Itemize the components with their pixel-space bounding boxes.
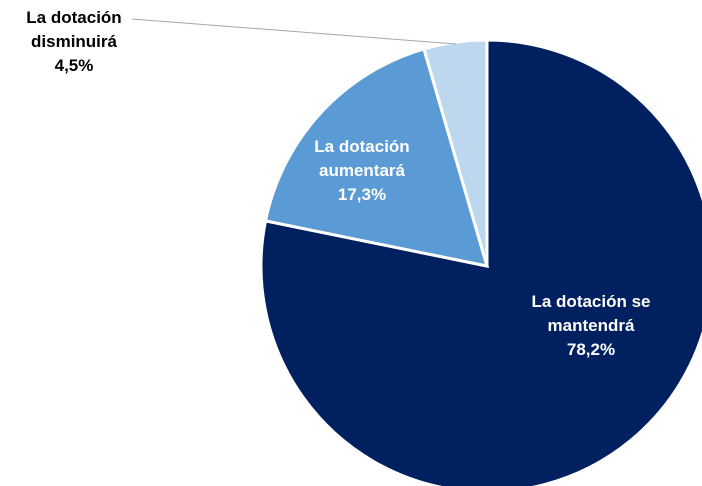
data-label-value: 4,5% [55, 56, 94, 75]
data-label-2: La dotación disminuirá 4,5% [26, 8, 121, 75]
pie-slices [259, 38, 702, 486]
data-label-value: 78,2% [567, 340, 615, 359]
data-label-line: La dotación se [531, 292, 650, 311]
data-label-line: La dotación [314, 137, 409, 156]
pie-slice-0 [259, 38, 702, 486]
data-label-line: aumentará [319, 161, 406, 180]
pie-slice-1 [263, 47, 490, 268]
leader-lines [131, 18, 457, 45]
pie-slice-2 [422, 38, 489, 267]
data-label-0: La dotación se mantendrá 78,2% [531, 292, 650, 359]
data-label-line: mantendrá [548, 316, 635, 335]
data-labels: La dotación se mantendrá 78,2% La dotación a… [26, 8, 650, 359]
data-label-value: 17,3% [338, 185, 386, 204]
data-label-1: La dotación aumentará 17,3% [314, 137, 409, 204]
data-label-line: disminuirá [31, 32, 118, 51]
leader-line-2 [131, 18, 457, 45]
data-label-line: La dotación [26, 8, 121, 27]
